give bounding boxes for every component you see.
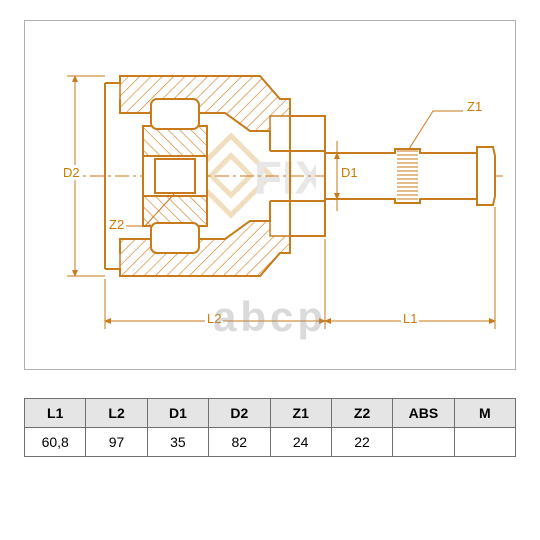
technical-drawing: S FIX [24,20,516,370]
spec-table: L1 L2 D1 D2 Z1 Z2 ABS M 60,8 97 35 82 24 [24,398,516,457]
cell-abs [393,428,454,457]
table-row: 60,8 97 35 82 24 22 [25,428,516,457]
label-l2: L2 [205,311,223,326]
label-d2: D2 [61,165,82,180]
col-z1: Z1 [270,399,331,428]
label-z1: Z1 [465,99,484,114]
label-z2: Z2 [107,217,126,232]
label-l1: L1 [401,311,419,326]
label-d1: D1 [339,165,360,180]
cell-z1: 24 [270,428,331,457]
col-abs: ABS [393,399,454,428]
cell-d1: 35 [147,428,208,457]
table-header-row: L1 L2 D1 D2 Z1 Z2 ABS M [25,399,516,428]
col-m: M [454,399,515,428]
col-l1: L1 [25,399,86,428]
col-l2: L2 [86,399,147,428]
cell-m [454,428,515,457]
cell-l2: 97 [86,428,147,457]
cell-d2: 82 [209,428,270,457]
drawing-svg [25,21,517,371]
page: S FIX [0,0,540,540]
cell-z2: 22 [331,428,392,457]
cell-l1: 60,8 [25,428,86,457]
col-d2: D2 [209,399,270,428]
col-d1: D1 [147,399,208,428]
col-z2: Z2 [331,399,392,428]
